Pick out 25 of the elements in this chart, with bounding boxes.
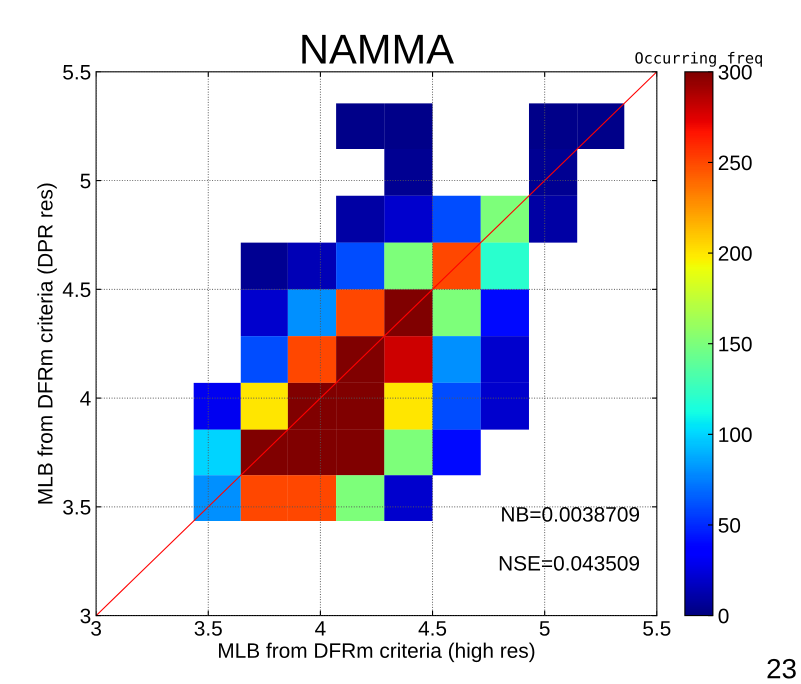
y-tick-label: 5.5 bbox=[63, 65, 90, 80]
text: 23 bbox=[768, 658, 796, 679]
x-axis-title: MLB from DFRm criteria (high res) bbox=[219, 642, 534, 662]
x-tick-label: 5.5 bbox=[643, 621, 670, 636]
x-tick-label: 5 bbox=[540, 621, 550, 636]
chart-title: NAMMA bbox=[302, 34, 454, 64]
color-bar-label: 100 bbox=[719, 427, 752, 442]
x-tick-label: 3.5 bbox=[194, 621, 222, 636]
y-axis-title: MLB from DFRm criteria (DPR res) bbox=[37, 184, 57, 504]
annotation: NSE=0.043509 bbox=[500, 556, 640, 571]
y-tick-label: 3 bbox=[80, 608, 90, 624]
y-tick-label: 3.5 bbox=[63, 500, 90, 515]
y-tick-label: 4 bbox=[80, 391, 91, 406]
color-bar-label: 250 bbox=[718, 155, 752, 170]
y-tick-label: 4.5 bbox=[62, 282, 90, 298]
x-tick-label: 3 bbox=[91, 621, 101, 636]
color-bar-label: 50 bbox=[718, 518, 740, 533]
color-bar-label: 0 bbox=[718, 608, 729, 624]
color-bar-label: 150 bbox=[719, 336, 752, 352]
x-tick-label: 4 bbox=[315, 621, 326, 636]
x-tick-label: 4.5 bbox=[418, 621, 446, 636]
y-tick-label: 5 bbox=[80, 174, 90, 188]
color-bar-label: 200 bbox=[718, 246, 752, 261]
color-bar-label: 300 bbox=[718, 64, 752, 80]
annotation: NB=0.0038709 bbox=[502, 507, 640, 522]
